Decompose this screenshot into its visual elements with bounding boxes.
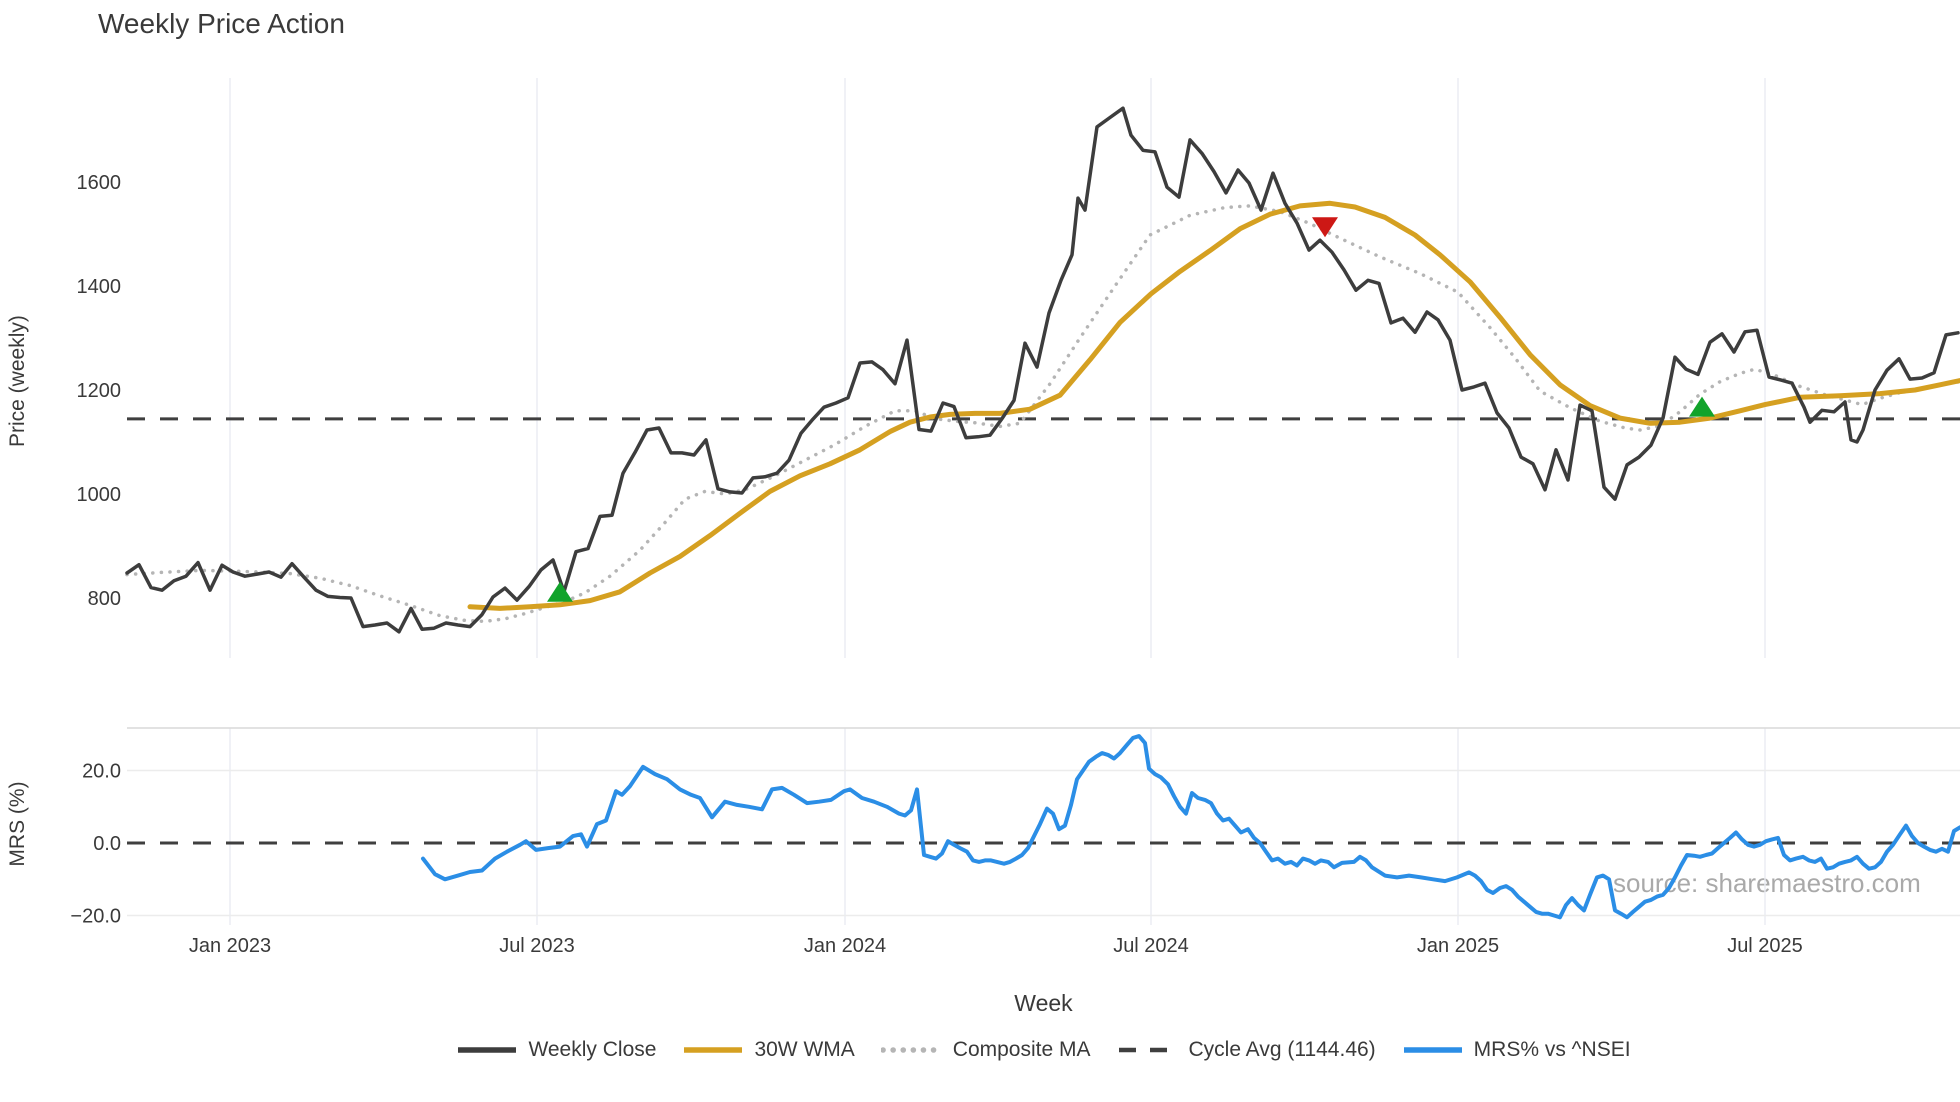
legend-line-sample — [1403, 1047, 1462, 1053]
price-y-tick-label: 1000 — [77, 484, 122, 506]
sell-signal-marker — [1312, 217, 1338, 238]
legend-line-sample — [1118, 1047, 1177, 1053]
mrs-y-tick-label: 20.0 — [82, 761, 121, 783]
legend-label: Cycle Avg (1144.46) — [1188, 1038, 1376, 1061]
chart-title: Weekly Price Action — [98, 8, 345, 39]
buy-signal-marker — [1689, 396, 1715, 417]
x-tick-label: Jul 2024 — [1113, 935, 1189, 957]
mrs-series-mrs-vs-nsei — [421, 734, 1960, 920]
legend-line-sample — [458, 1047, 517, 1053]
legend-item-mrs-vs-nsei: MRS% vs ^NSEI — [1402, 1038, 1631, 1062]
mrs-y-tick-label: −20.0 — [70, 906, 121, 928]
x-tick-label: Jan 2024 — [804, 935, 886, 957]
legend-label: Weekly Close — [528, 1038, 657, 1061]
price-series-30w-wma — [467, 200, 1960, 611]
x-tick-label: Jan 2025 — [1417, 935, 1499, 957]
x-tick-label: Jul 2025 — [1727, 935, 1803, 957]
legend-line-sample — [880, 1047, 943, 1053]
mrs-y-tick-label: 0.0 — [93, 833, 121, 855]
x-tick-label: Jan 2023 — [189, 935, 271, 957]
price-series-weekly-close — [125, 106, 1960, 634]
price-y-tick-label: 1600 — [77, 172, 122, 194]
x-tick-label: Jul 2023 — [499, 935, 575, 957]
price-axis-title: Price (weekly) — [6, 315, 29, 447]
legend-label: Composite MA — [952, 1038, 1091, 1061]
price-y-tick-label: 800 — [88, 588, 121, 610]
legend-item-30w-wma: 30W WMA — [682, 1038, 855, 1062]
x-axis-title: Week — [1014, 990, 1073, 1016]
legend-item-composite-ma: Composite MA — [880, 1038, 1091, 1062]
buy-signal-marker — [547, 581, 573, 602]
legend-line-sample — [684, 1047, 743, 1053]
price-series-composite-ma — [125, 204, 1960, 624]
price-y-tick-label: 1200 — [77, 380, 122, 402]
legend-label: MRS% vs ^NSEI — [1473, 1038, 1631, 1061]
mrs-axis-title: MRS (%) — [6, 781, 29, 867]
legend-item-weekly-close: Weekly Close — [456, 1038, 656, 1062]
legend: Weekly Close 30W WMA Composite MA Cycle Avg… — [127, 1038, 1960, 1062]
legend-label: 30W WMA — [754, 1038, 855, 1061]
price-y-tick-label: 1400 — [77, 276, 122, 298]
legend-item-cycle-avg-1144-46-: Cycle Avg (1144.46) — [1117, 1038, 1376, 1062]
